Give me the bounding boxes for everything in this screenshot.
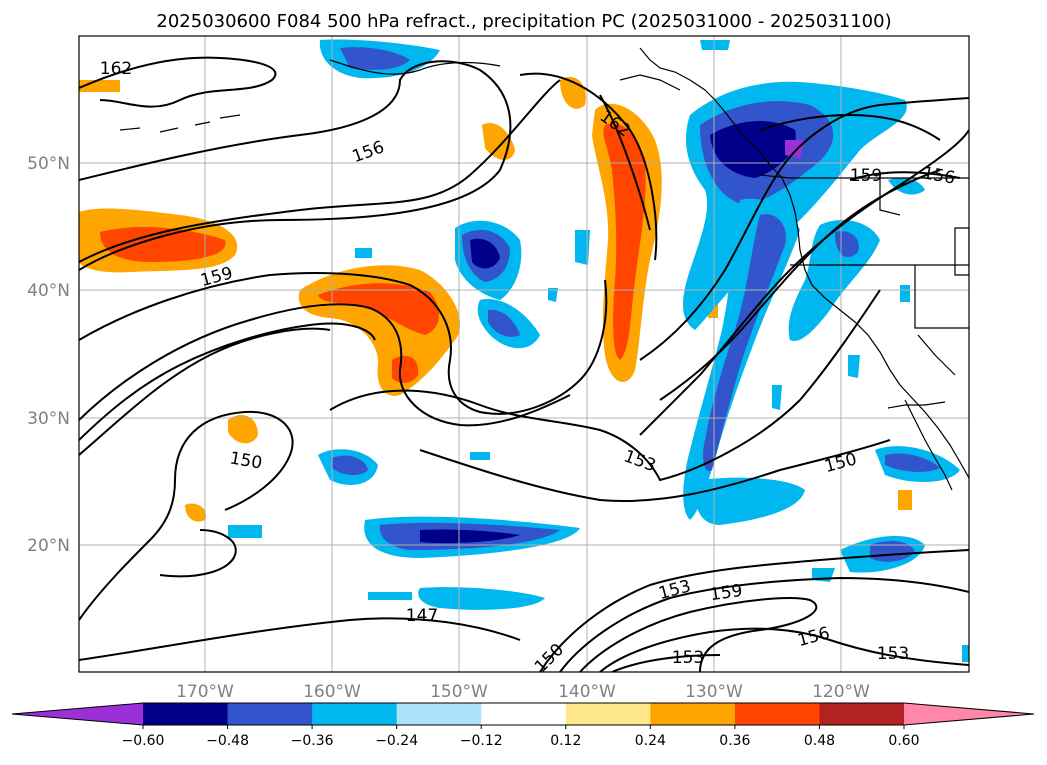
colorbar: −0.60 −0.48 −0.36 −0.24 −0.12 0.12 0.24 0.36 0.4…: [11, 702, 1035, 749]
map-frame: [78, 35, 970, 673]
latitude-labels: 50°N 40°N 30°N 20°N: [27, 154, 70, 556]
lat-label: 20°N: [27, 536, 70, 556]
colorbar-tick-label: 0.12: [550, 733, 581, 749]
contour-label: 153: [877, 644, 909, 664]
contour-150-central: [419, 439, 891, 502]
contour-162-east: [519, 72, 658, 261]
map-title: 2025030600 F084 500 hPa refract., precip…: [156, 11, 891, 32]
colorbar-segment: [227, 703, 313, 725]
contour-labels: 162 162 156 159 150 153 150 147 159 156 …: [100, 59, 957, 672]
colorbar-extend-high: [904, 703, 1034, 725]
colorbar-segment: [650, 703, 736, 725]
contour-156-north: [79, 60, 512, 271]
precip-shading: [79, 39, 969, 662]
height-contours: [79, 56, 969, 672]
lon-label: 170°W: [176, 682, 234, 702]
longitude-labels: 170°W 160°W 150°W 140°W 130°W 120°W: [176, 682, 870, 702]
colorbar-tick-label: 0.36: [719, 733, 750, 749]
lon-label: 120°W: [812, 682, 870, 702]
contour-label: 159: [709, 581, 744, 605]
contour-162-west: [79, 56, 277, 108]
contour-south-3: [579, 597, 818, 672]
contour-label: 153: [672, 648, 704, 668]
colorbar-segment: [734, 703, 820, 725]
contour-159: [79, 79, 561, 263]
contour-label: 162: [100, 59, 132, 79]
colorbar-extend-low: [12, 703, 143, 725]
contour-162-north: [599, 94, 651, 231]
colorbar-segment: [396, 703, 482, 725]
lat-label: 30°N: [27, 409, 70, 429]
colorbar-segment: [819, 703, 905, 725]
colorbar-segment: [481, 703, 567, 725]
contour-147: [79, 617, 521, 661]
lat-label: 40°N: [27, 281, 70, 301]
lon-label: 150°W: [430, 682, 488, 702]
colorbar-tick-label: −0.24: [375, 733, 418, 749]
map-area: 162 162 156 159 150 153 150 147 159 156 …: [79, 36, 969, 672]
colorbar-tick-label: −0.36: [291, 733, 334, 749]
colorbar-segment: [565, 703, 651, 725]
colorbar-segment: [143, 703, 229, 725]
contour-south-1: [539, 549, 969, 672]
colorbar-tick-label: −0.48: [206, 733, 249, 749]
colorbar-tick-label: −0.60: [122, 733, 165, 749]
contour-153-central: [329, 289, 881, 482]
lat-label: 50°N: [27, 154, 70, 174]
lon-label: 130°W: [685, 682, 743, 702]
coastlines: [119, 47, 969, 491]
contour-label: 159: [850, 166, 882, 186]
contour-label: 147: [406, 606, 438, 626]
colorbar-tick-label: 0.60: [888, 733, 919, 749]
lon-label: 160°W: [303, 682, 361, 702]
contour-150-west: [79, 410, 294, 621]
colorbar-tick-label: −0.12: [460, 733, 503, 749]
lon-label: 140°W: [558, 682, 616, 702]
colorbar-tick-label: 0.48: [804, 733, 835, 749]
contour-south-2: [559, 576, 969, 672]
colorbar-segment: [312, 703, 398, 725]
colorbar-tick-label: 0.24: [635, 733, 666, 749]
